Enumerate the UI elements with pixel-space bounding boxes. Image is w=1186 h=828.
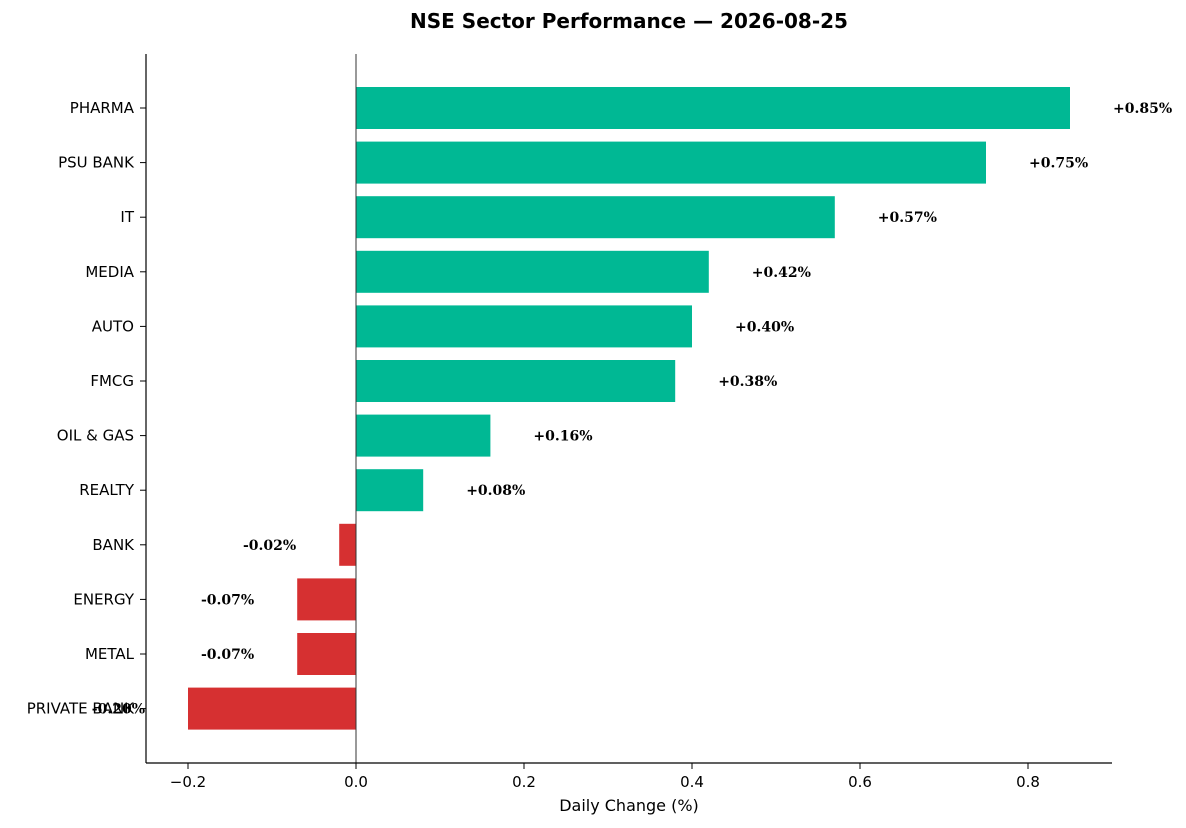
category-label: PSU BANK [58,154,135,172]
category-label: REALTY [79,481,135,499]
bar-media [356,250,709,293]
category-label: IT [120,208,134,226]
x-tick-label: 0.8 [1016,773,1040,791]
x-axis-label: Daily Change (%) [559,796,699,815]
bar-metal [297,633,356,675]
data-label: -0.07% [201,592,254,608]
bar-pharma [356,87,1070,129]
x-tick-label: 0.4 [680,773,704,791]
bar-auto [356,305,692,348]
data-label: +0.57% [878,210,937,226]
data-label: -0.20% [92,702,145,718]
x-tick-label: 0.6 [848,773,872,791]
data-label: -0.07% [201,647,254,663]
category-label: METAL [85,645,135,663]
data-labels-layer: +0.85% +0.75% +0.57% +0.42% +0.40% +0.38% +0.1… [92,101,1172,718]
x-tick-label: −0.2 [170,773,206,791]
data-label: +0.16% [533,429,592,445]
bar-bank [339,523,356,566]
bar-it [356,196,835,239]
bar-psu-bank [356,141,986,184]
category-label: FMCG [90,372,134,390]
bar-private-bank [188,687,356,730]
category-label: MEDIA [85,263,134,281]
data-label: +0.40% [735,319,794,335]
category-label: PRIVATE BANK [27,700,135,718]
category-label: ENERGY [73,590,134,608]
bars-layer [188,87,1070,730]
data-label: +0.75% [1029,156,1088,172]
data-label: +0.85% [1113,101,1172,117]
category-label: BANK [92,536,135,554]
data-label: +0.08% [466,483,525,499]
category-label: PHARMA [70,99,135,117]
bar-realty [356,469,424,512]
data-label: +0.42% [752,265,811,281]
data-label: -0.02% [243,538,296,554]
x-tick-label: 0.0 [344,773,368,791]
category-label: AUTO [92,317,134,335]
bar-fmcg [356,360,676,402]
x-tick-label: 0.2 [512,773,536,791]
category-label: OIL & GAS [57,427,134,445]
axes-layer: PHARMA PSU BANK IT MEDIA AUTO FMCG OIL & GAS RE… [27,54,1112,791]
data-label: +0.38% [718,374,777,390]
bar-oil-gas [356,414,491,457]
bar-energy [297,578,356,621]
chart-title: NSE Sector Performance — 2026-08-25 [410,9,848,33]
